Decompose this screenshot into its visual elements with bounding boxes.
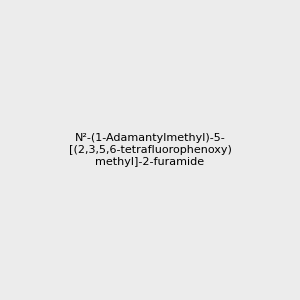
Text: N²-(1-Adamantylmethyl)-5-
[(2,3,5,6-tetrafluorophenoxy)
methyl]-2-furamide: N²-(1-Adamantylmethyl)-5- [(2,3,5,6-tetr…: [69, 134, 231, 166]
